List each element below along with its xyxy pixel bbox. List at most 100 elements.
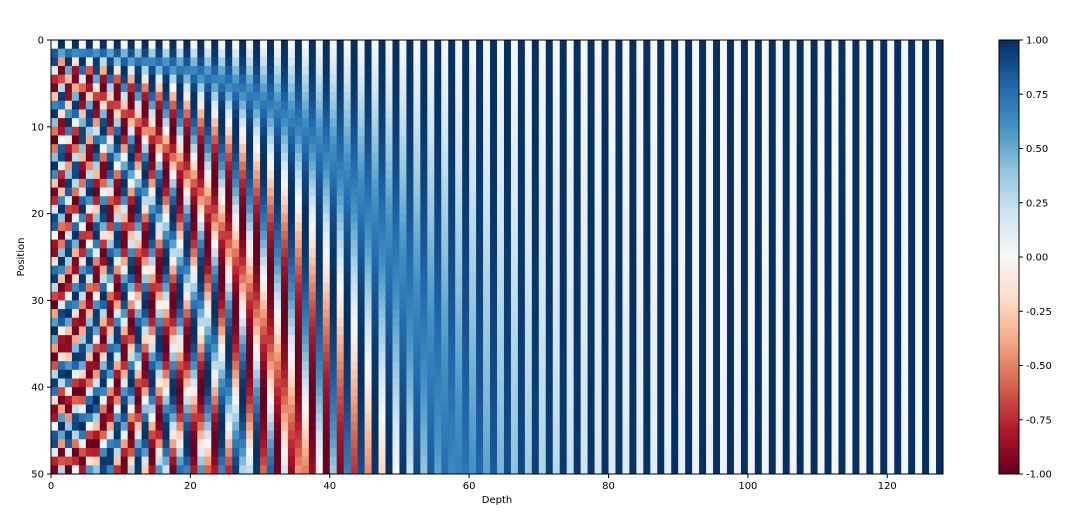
heatmap-cell xyxy=(148,178,156,188)
heatmap-cell xyxy=(726,369,735,379)
heatmap-cell xyxy=(308,144,317,154)
heatmap-cell xyxy=(852,83,860,93)
heatmap-cell xyxy=(510,161,519,171)
heatmap-cell xyxy=(664,300,672,310)
heatmap-cell xyxy=(894,48,902,58)
heatmap-cell xyxy=(232,144,240,154)
heatmap-cell xyxy=(587,326,595,336)
heatmap-cell xyxy=(894,170,902,180)
heatmap-cell xyxy=(427,274,435,284)
heatmap-cell xyxy=(253,361,261,371)
heatmap-cell xyxy=(894,161,902,171)
heatmap-cell xyxy=(420,369,428,379)
heatmap-cell xyxy=(197,204,205,214)
heatmap-cell xyxy=(810,257,818,267)
heatmap-cell xyxy=(225,161,233,171)
heatmap-cell xyxy=(622,335,630,345)
heatmap-cell xyxy=(357,352,365,362)
heatmap-cell xyxy=(580,196,588,206)
heatmap-cell xyxy=(497,48,505,58)
heatmap-cell xyxy=(538,170,547,180)
heatmap-cell xyxy=(782,178,791,188)
heatmap-cell xyxy=(664,352,672,362)
heatmap-cell xyxy=(308,291,317,301)
heatmap-cell xyxy=(71,170,80,180)
heatmap-cell xyxy=(894,300,902,310)
heatmap-cell xyxy=(580,161,588,171)
heatmap-cell xyxy=(85,257,94,267)
heatmap-cell xyxy=(85,66,94,76)
heatmap-cell xyxy=(733,369,742,379)
heatmap-cell xyxy=(497,66,505,76)
heatmap-cell xyxy=(64,317,73,327)
heatmap-cell xyxy=(545,361,554,371)
heatmap-cell xyxy=(768,126,777,136)
heatmap-cell xyxy=(845,257,853,267)
heatmap-cell xyxy=(552,230,561,241)
heatmap-cell xyxy=(232,196,240,206)
heatmap-cell xyxy=(71,361,80,371)
heatmap-cell xyxy=(908,343,916,353)
heatmap-cell xyxy=(594,309,602,319)
heatmap-cell xyxy=(448,92,456,102)
heatmap-cell xyxy=(329,118,338,128)
heatmap-cell xyxy=(740,170,749,180)
heatmap-cell xyxy=(636,274,644,284)
heatmap-cell xyxy=(845,248,853,258)
heatmap-cell xyxy=(218,135,226,145)
heatmap-cell xyxy=(915,57,923,67)
heatmap-cell xyxy=(866,309,874,319)
heatmap-cell xyxy=(524,178,533,188)
heatmap-cell xyxy=(92,300,101,310)
heatmap-cell xyxy=(371,170,379,180)
heatmap-cell xyxy=(831,265,839,275)
heatmap-cell xyxy=(733,178,742,188)
heatmap-cell xyxy=(427,118,435,128)
heatmap-cell xyxy=(699,118,707,128)
heatmap-cell xyxy=(747,144,756,154)
heatmap-cell xyxy=(517,361,526,371)
heatmap-cell xyxy=(733,170,742,180)
heatmap-cell xyxy=(782,100,791,110)
heatmap-cell xyxy=(420,152,428,162)
heatmap-cell xyxy=(99,92,108,102)
heatmap-cell xyxy=(720,83,728,93)
heatmap-cell xyxy=(71,161,80,171)
heatmap-cell xyxy=(413,126,421,136)
heatmap-cell xyxy=(232,369,240,379)
heatmap-cell xyxy=(531,361,540,371)
heatmap-cell xyxy=(915,248,923,258)
heatmap-cell xyxy=(371,213,379,223)
heatmap-cell xyxy=(413,248,421,258)
heatmap-cell xyxy=(810,335,818,345)
heatmap-cell xyxy=(685,178,693,188)
heatmap-cell xyxy=(343,248,352,258)
heatmap-cell xyxy=(545,222,554,232)
heatmap-cell xyxy=(636,187,644,197)
heatmap-cell xyxy=(190,74,198,84)
heatmap-cell xyxy=(887,57,895,67)
heatmap-cell xyxy=(733,100,742,110)
heatmap-cell xyxy=(817,74,825,84)
heatmap-cell xyxy=(657,291,665,301)
heatmap-cell xyxy=(120,291,129,301)
heatmap-cell xyxy=(845,361,853,371)
heatmap-cell xyxy=(294,187,303,197)
heatmap-cell xyxy=(448,204,456,214)
heatmap-cell xyxy=(622,230,630,241)
heatmap-cell xyxy=(253,343,261,353)
heatmap-cell xyxy=(775,92,784,102)
heatmap-cell xyxy=(274,309,282,319)
heatmap-cell xyxy=(357,170,365,180)
heatmap-cell xyxy=(399,222,407,232)
heatmap-cell xyxy=(218,109,226,119)
heatmap-cell xyxy=(336,48,345,58)
heatmap-cell xyxy=(894,248,902,258)
heatmap-cell xyxy=(831,144,839,154)
heatmap-cell xyxy=(720,352,728,362)
heatmap-cell xyxy=(113,239,122,249)
heatmap-cell xyxy=(364,170,372,180)
heatmap-cell xyxy=(85,92,94,102)
heatmap-cell xyxy=(636,352,644,362)
heatmap-cell xyxy=(106,369,115,379)
